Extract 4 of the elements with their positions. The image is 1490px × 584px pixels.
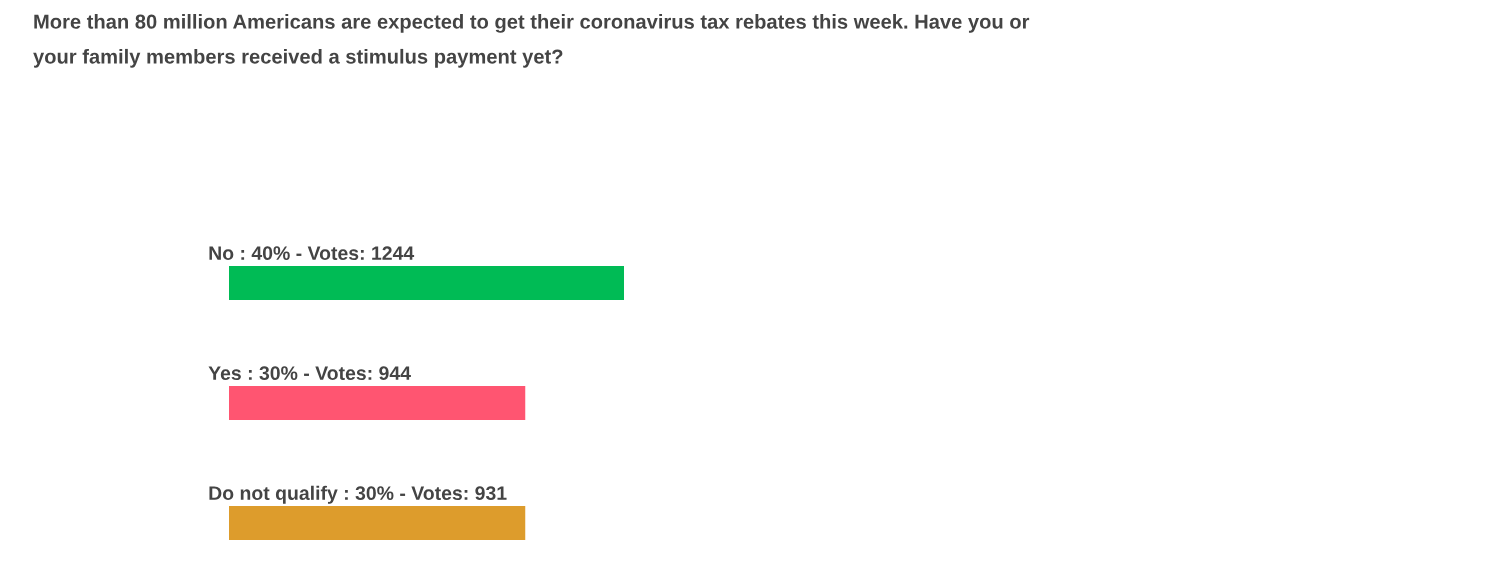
data-label: Yes : 30% - Votes: 944 [208, 366, 411, 381]
chart-title: More than 80 million Americans are expected to get their coronavirus tax rebates this week. Have you or your family members received a stimulus payment yet? [33, 14, 1030, 68]
data-label: Do not qualify : 30% - Votes: 931 [209, 485, 507, 504]
data-label: No : 40% - Votes: 1244 [209, 246, 415, 261]
